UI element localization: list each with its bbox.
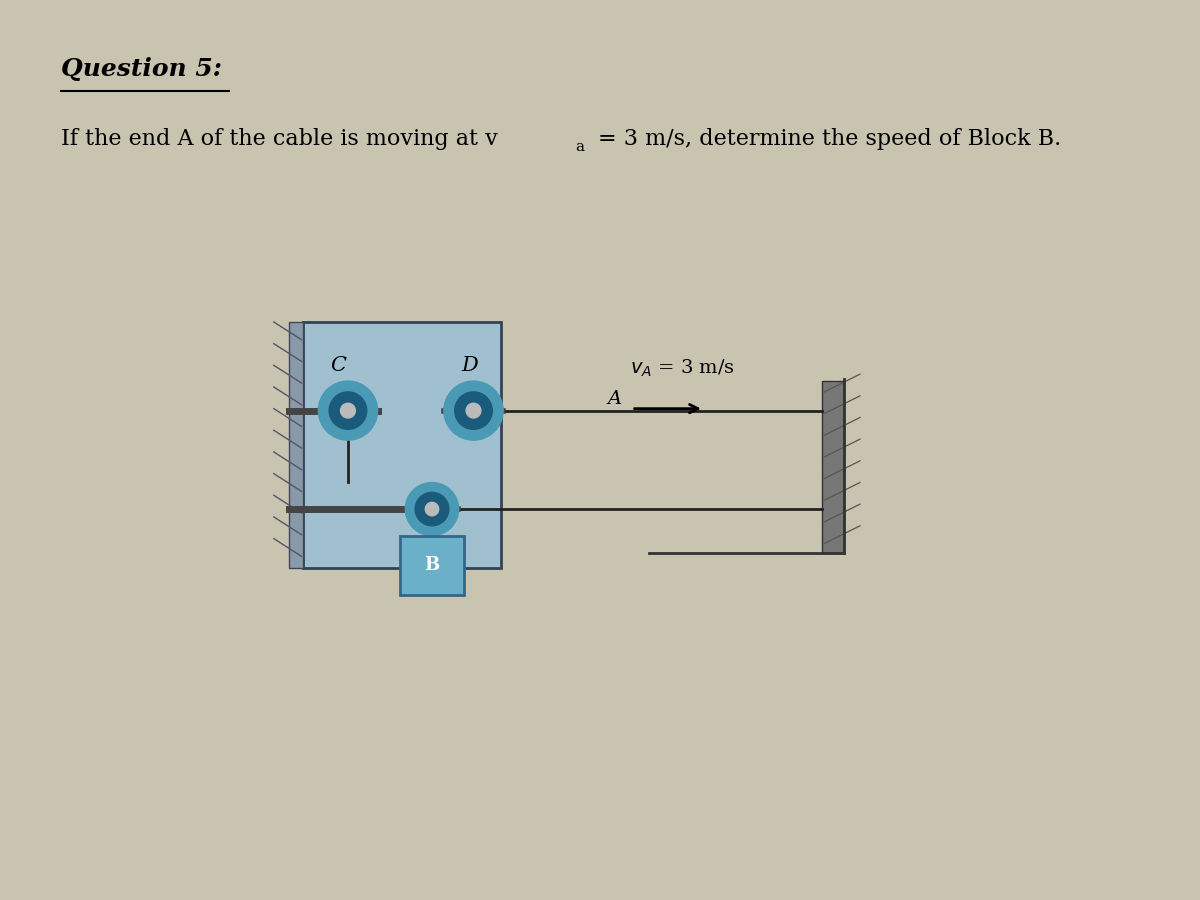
Circle shape bbox=[318, 381, 378, 440]
Circle shape bbox=[455, 392, 492, 429]
Text: = 3 m/s, determine the speed of Block B.: = 3 m/s, determine the speed of Block B. bbox=[598, 128, 1061, 149]
Text: C: C bbox=[330, 356, 346, 375]
Circle shape bbox=[415, 492, 449, 526]
Text: B: B bbox=[425, 556, 439, 574]
Text: a: a bbox=[575, 140, 584, 154]
Text: A: A bbox=[608, 390, 622, 408]
Bar bbox=[304, 322, 502, 568]
Bar bbox=[289, 322, 304, 568]
Circle shape bbox=[406, 482, 458, 536]
Text: D: D bbox=[462, 356, 479, 375]
Text: $v_A$ = 3 m/s: $v_A$ = 3 m/s bbox=[630, 357, 734, 379]
Text: Question 5:: Question 5: bbox=[61, 57, 222, 81]
Circle shape bbox=[329, 392, 367, 429]
Circle shape bbox=[444, 381, 503, 440]
Circle shape bbox=[425, 502, 439, 516]
Circle shape bbox=[341, 403, 355, 418]
Circle shape bbox=[466, 403, 481, 418]
Bar bbox=[822, 381, 844, 554]
Text: If the end A of the cable is moving at v: If the end A of the cable is moving at v bbox=[61, 128, 498, 149]
Bar bbox=[400, 536, 464, 595]
